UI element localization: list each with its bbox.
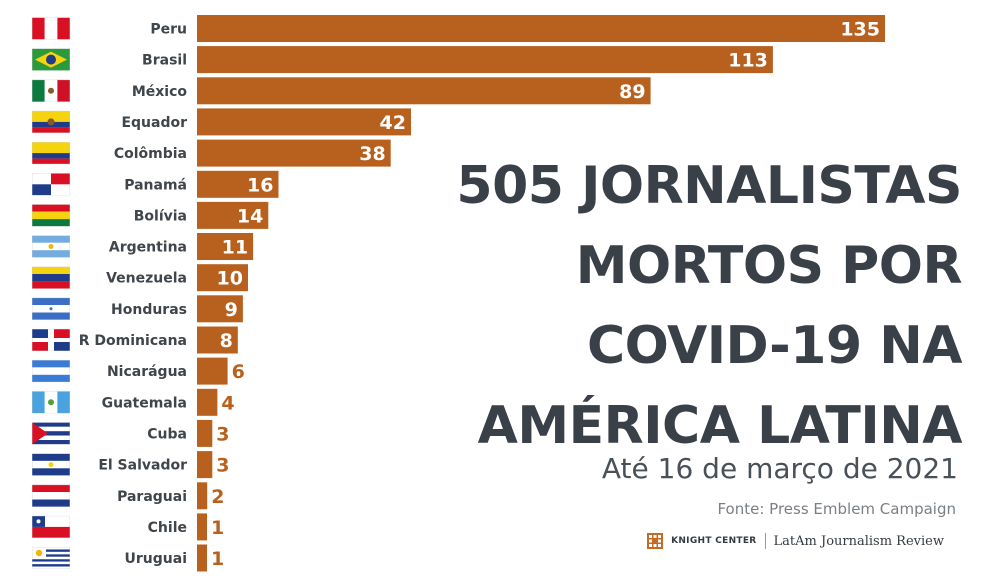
value-label-uruguai: 1 (211, 548, 224, 570)
category-label-mexico: México (132, 84, 188, 100)
bar-panama (197, 170, 279, 198)
category-label-peru: Peru (150, 22, 187, 38)
bar-r-dominicana (197, 326, 238, 354)
category-label-r-dominicana: R Dominicana (79, 333, 187, 349)
bar-bolivia (197, 201, 269, 229)
publisher-logos: KNIGHT CENTER LatAm Journalism Review (647, 533, 944, 549)
bar-el-salvador (197, 451, 213, 479)
bars (197, 15, 885, 572)
value-label-mexico: 89 (619, 81, 645, 103)
logo-divider (764, 533, 766, 549)
value-label-venezuela: 10 (217, 268, 243, 290)
title-line-4: AMÉRICA LATINA (477, 396, 963, 456)
category-label-guatemala: Guatemala (102, 395, 187, 411)
value-label-nicaragua: 6 (232, 361, 245, 383)
source-note: Fonte: Press Emblem Campaign (717, 500, 956, 518)
flag-cuba-icon (32, 422, 70, 445)
flag-r-dominicana-icon (32, 329, 70, 351)
bar-argentina (197, 233, 254, 260)
flag-equador-icon (32, 110, 70, 133)
category-label-equador: Equador (121, 115, 187, 131)
bar-equador (197, 108, 411, 136)
chart-subtitle: Até 16 de março de 2021 (601, 452, 958, 485)
flag-column (32, 17, 70, 569)
value-label-colombia: 38 (359, 143, 385, 165)
category-label-brasil: Brasil (142, 53, 187, 69)
category-labels: Peru Brasil México Equador Colômbia Panamá Bol… (79, 22, 188, 568)
flag-mexico-icon (32, 79, 70, 102)
flag-guatemala-icon (32, 391, 70, 414)
category-label-chile: Chile (148, 520, 187, 536)
value-label-argentina: 11 (222, 237, 248, 259)
category-label-bolivia: Bolívia (134, 208, 187, 224)
bar-peru (197, 15, 885, 42)
category-label-venezuela: Venezuela (106, 271, 187, 287)
bar-colombia (197, 139, 391, 167)
flag-venezuela-icon (32, 266, 70, 289)
chart-title: 505 JORNALISTAS MORTOS POR COVID-19 NA A… (362, 146, 962, 466)
bar-cuba (197, 419, 213, 447)
flag-bolivia-icon (32, 204, 70, 227)
category-label-argentina: Argentina (109, 240, 187, 256)
bar-honduras (197, 295, 243, 323)
flag-brasil-icon (32, 48, 70, 71)
bar-brasil (197, 46, 773, 74)
value-label-peru: 135 (840, 19, 880, 41)
category-label-cuba: Cuba (147, 426, 187, 442)
flag-paraguai-icon (32, 484, 70, 507)
value-label-equador: 42 (380, 112, 406, 134)
flag-argentina-icon (32, 235, 70, 258)
bar-nicaragua (197, 357, 228, 385)
knight-center-text: KNIGHT CENTER (671, 536, 757, 546)
flag-nicaragua-icon (32, 360, 70, 383)
title-line-1: 505 JORNALISTAS (456, 156, 962, 216)
flag-el-salvador-icon (32, 453, 70, 476)
flag-honduras-icon (32, 297, 70, 320)
value-label-cuba: 3 (216, 423, 229, 445)
latam-review-text: LatAm Journalism Review (773, 533, 944, 549)
category-label-el-salvador: El Salvador (98, 458, 187, 474)
category-label-colombia: Colômbia (114, 146, 187, 162)
value-label-panama: 16 (247, 174, 273, 196)
flag-peru-icon (32, 17, 70, 40)
value-label-chile: 1 (211, 517, 224, 539)
bar-chile (197, 513, 207, 541)
category-label-uruguai: Uruguai (125, 551, 187, 567)
value-label-guatemala: 4 (221, 392, 234, 414)
value-label-brasil: 113 (728, 50, 768, 72)
value-label-r-dominicana: 8 (220, 330, 233, 352)
knight-center-logo-icon (647, 533, 664, 549)
flag-chile-icon (32, 515, 70, 538)
flag-panama-icon (32, 173, 70, 196)
flag-colombia-icon (32, 142, 70, 165)
category-label-paraguai: Paraguai (117, 489, 187, 505)
bar-uruguai (197, 544, 207, 572)
category-label-nicaragua: Nicarágua (107, 364, 187, 380)
flag-uruguai-icon (32, 547, 70, 569)
bar-paraguai (197, 482, 208, 510)
title-line-3: COVID-19 NA (586, 316, 963, 376)
bar-guatemala (197, 388, 218, 416)
bar-mexico (197, 77, 651, 105)
value-label-el-salvador: 3 (216, 455, 229, 477)
title-line-2: MORTOS POR (575, 236, 963, 296)
category-label-honduras: Honduras (111, 302, 187, 318)
value-label-honduras: 9 (225, 299, 238, 321)
bar-venezuela (197, 264, 248, 292)
value-label-paraguai: 2 (211, 486, 224, 508)
value-label-bolivia: 14 (237, 205, 263, 227)
category-label-panama: Panamá (124, 177, 187, 193)
